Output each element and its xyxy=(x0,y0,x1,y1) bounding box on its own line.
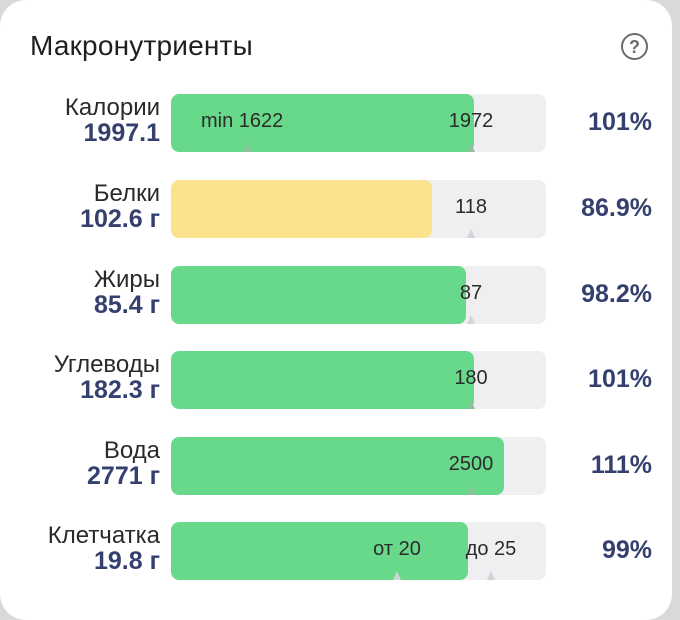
min-marker xyxy=(243,143,251,152)
min-label: min 1622 xyxy=(201,110,284,132)
nutrient-row-fiber: Клетчатка 19.8 г от 20 до 25 99% xyxy=(0,522,672,582)
progress-fill xyxy=(171,522,468,580)
min-label: от 20 xyxy=(373,538,421,560)
max-label: до 25 xyxy=(465,538,517,560)
progress-fill xyxy=(171,180,432,238)
min-marker xyxy=(393,571,401,580)
nutrient-amount: 2771 г xyxy=(87,462,160,490)
target-label: 180 xyxy=(454,367,488,389)
max-marker xyxy=(487,571,495,580)
target-marker xyxy=(467,486,475,495)
percent-value: 101% xyxy=(588,108,652,136)
nutrient-amount: 85.4 г xyxy=(93,291,160,319)
progress-bar: 180 xyxy=(171,351,546,409)
target-label: 2500 xyxy=(448,453,494,475)
target-label: 87 xyxy=(459,282,483,304)
progress-bar: 2500 xyxy=(171,437,546,495)
percent-value: 101% xyxy=(588,365,652,393)
nutrient-name: Белки xyxy=(93,180,160,207)
nutrient-amount: 102.6 г xyxy=(80,205,160,233)
percent-value: 111% xyxy=(590,451,652,479)
percent-value: 99% xyxy=(601,536,652,564)
target-marker xyxy=(467,400,475,409)
nutrient-amount: 1997.1 xyxy=(83,119,160,147)
target-marker xyxy=(467,315,475,324)
nutrient-name: Жиры xyxy=(93,266,160,293)
nutrient-row-water: Вода 2771 г 2500 111% xyxy=(0,437,672,497)
nutrient-name: Клетчатка xyxy=(47,522,160,549)
progress-fill xyxy=(171,94,474,152)
nutrient-name: Углеводы xyxy=(53,351,160,378)
target-label: 1972 xyxy=(448,110,494,132)
progress-bar: 118 xyxy=(171,180,546,238)
help-icon[interactable]: ? xyxy=(621,33,648,60)
nutrient-row-protein: Белки 102.6 г 118 86.9% xyxy=(0,180,672,240)
target-marker xyxy=(467,143,475,152)
progress-fill xyxy=(171,437,504,495)
progress-bar: 87 xyxy=(171,266,546,324)
progress-bar: от 20 до 25 xyxy=(171,522,546,580)
nutrient-row-calories: Калории 1997.1 min 1622 1972 101% xyxy=(0,94,672,154)
nutrient-amount: 182.3 г xyxy=(80,376,160,404)
nutrient-row-fat: Жиры 85.4 г 87 98.2% xyxy=(0,266,672,326)
target-marker xyxy=(467,229,475,238)
target-label: 118 xyxy=(455,196,487,218)
percent-value: 98.2% xyxy=(581,280,652,308)
nutrient-name: Вода xyxy=(103,437,160,464)
nutrient-amount: 19.8 г xyxy=(93,547,160,575)
percent-value: 86.9% xyxy=(581,194,652,222)
progress-fill xyxy=(171,266,466,324)
progress-bar: min 1622 1972 xyxy=(171,94,546,152)
nutrient-name: Калории xyxy=(64,94,160,121)
card-title: Макронутриенты xyxy=(30,30,253,61)
nutrient-row-carbs: Углеводы 182.3 г 180 101% xyxy=(0,351,672,411)
progress-fill xyxy=(171,351,474,409)
